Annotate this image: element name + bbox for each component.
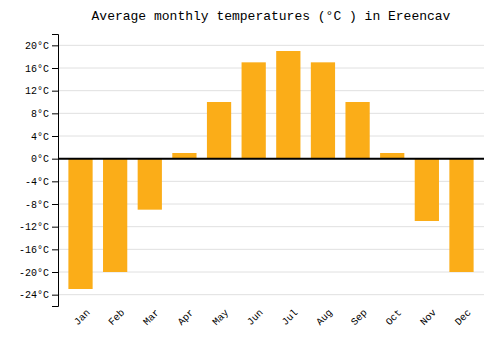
title: Average monthly temperatures (°C ) in Er… <box>92 9 451 24</box>
x-tick-label: Jan <box>72 307 93 328</box>
bars <box>68 51 473 289</box>
bar <box>345 102 369 159</box>
y-tick-mark <box>52 159 58 160</box>
x-tick: Jun <box>245 307 266 328</box>
x-tick: Nov <box>418 307 439 328</box>
y-tick: -12°C <box>19 222 58 233</box>
bar <box>415 159 439 221</box>
grid-line <box>58 158 484 159</box>
y-tick-mark <box>52 113 58 114</box>
x-tick: Jul <box>280 307 301 328</box>
x-tick-label: Dec <box>453 307 474 328</box>
grid <box>58 45 484 294</box>
y-tick: -4°C <box>25 177 58 188</box>
y-tick-label: -12°C <box>19 222 49 233</box>
y-tick: 8°C <box>31 109 58 120</box>
y-tick-label: -8°C <box>25 200 49 211</box>
y-tick-mark <box>52 272 58 273</box>
x-tick: Oct <box>384 307 405 328</box>
grid-line <box>58 113 484 114</box>
y-tick-label: 0°C <box>31 154 49 165</box>
y-axis-line <box>52 35 59 307</box>
bar <box>138 159 162 210</box>
y-tick: -20°C <box>19 268 58 279</box>
y-tick: -8°C <box>25 200 58 211</box>
x-axis: Jan Feb Mar Apr May Jun Jul Aug Sep Oct Nov Dec <box>72 307 473 328</box>
bar <box>103 159 127 272</box>
y-tick-mark <box>52 204 58 205</box>
y-tick: 20°C <box>25 41 58 52</box>
x-tick-label: Mar <box>141 307 162 328</box>
y-tick-label: -4°C <box>25 177 49 188</box>
bar <box>68 159 92 289</box>
y-tick-label: 16°C <box>25 64 49 75</box>
x-tick-label: Jun <box>245 307 266 328</box>
y-tick-mark <box>52 227 58 228</box>
grid-line <box>58 68 484 69</box>
y-tick-mark <box>52 136 58 137</box>
x-tick-label: Nov <box>418 307 439 328</box>
y-tick-mark <box>52 249 58 250</box>
y-tick: -24°C <box>19 290 58 301</box>
y-tick: 12°C <box>25 86 58 97</box>
x-tick: Mar <box>141 307 162 328</box>
y-tick-label: 8°C <box>31 109 49 120</box>
y-axis: -24°C -20°C -16°C -12°C -8°C -4°C 0°C 4°C 8°C 12°… <box>19 35 59 307</box>
y-tick-mark <box>52 45 58 46</box>
y-tick: -16°C <box>19 245 58 256</box>
y-tick-mark <box>52 91 58 92</box>
y-tick-label: -24°C <box>19 290 49 301</box>
x-tick-label: Oct <box>384 307 405 328</box>
bar <box>449 159 473 272</box>
x-tick: Aug <box>314 307 335 328</box>
x-tick: Feb <box>107 307 128 328</box>
grid-line <box>58 136 484 137</box>
y-tick: 4°C <box>31 132 58 143</box>
grid-line <box>58 294 484 295</box>
y-tick-label: 4°C <box>31 132 49 143</box>
y-tick: 0°C <box>31 154 58 165</box>
y-tick-mark <box>52 181 58 182</box>
x-tick-label: May <box>211 307 232 328</box>
bar <box>311 62 335 158</box>
x-tick-label: Apr <box>176 307 197 328</box>
x-tick: May <box>211 307 232 328</box>
x-tick: Dec <box>453 307 474 328</box>
plot: -24°C -20°C -16°C -12°C -8°C -4°C 0°C 4°C 8°C 12°… <box>19 35 484 328</box>
x-tick: Jan <box>72 307 93 328</box>
y-tick-label: -20°C <box>19 268 49 279</box>
bar <box>242 62 266 158</box>
grid-line <box>58 90 484 91</box>
x-tick-label: Feb <box>107 307 128 328</box>
zero-line <box>58 158 484 160</box>
x-tick: Apr <box>176 307 197 328</box>
chart: -24°C -20°C -16°C -12°C -8°C -4°C 0°C 4°C 8°C 12°… <box>0 0 500 350</box>
bar <box>207 102 231 159</box>
y-tick-label: 12°C <box>25 86 49 97</box>
x-tick-label: Aug <box>314 307 335 328</box>
y-tick-label: 20°C <box>25 41 49 52</box>
y-tick-label: -16°C <box>19 245 49 256</box>
x-tick-label: Jul <box>280 307 301 328</box>
x-tick: Sep <box>349 307 370 328</box>
y-tick-mark <box>52 295 58 296</box>
y-tick: 16°C <box>25 64 58 75</box>
bar <box>276 51 300 159</box>
y-tick-mark <box>52 68 58 69</box>
x-tick-label: Sep <box>349 307 370 328</box>
grid-line <box>58 45 484 46</box>
